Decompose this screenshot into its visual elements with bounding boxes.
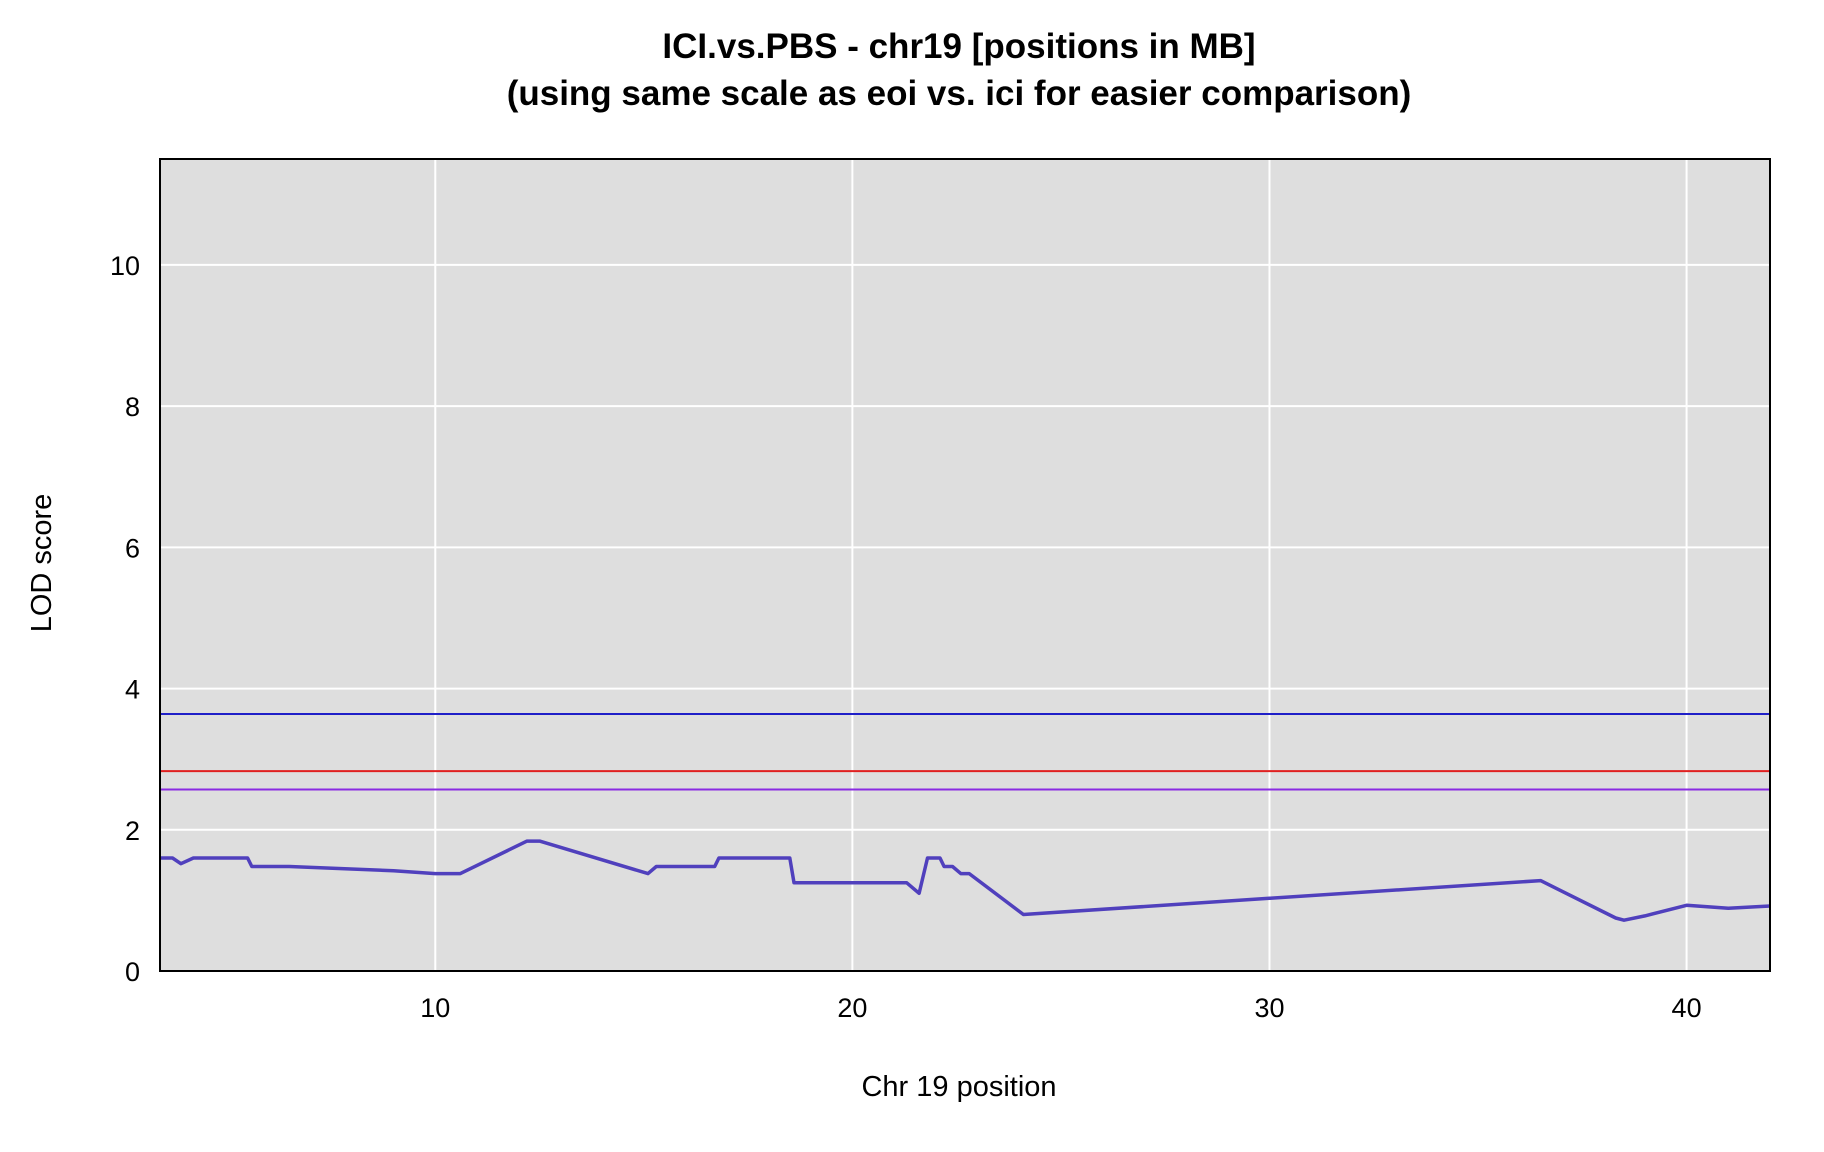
- series-lines: [160, 839, 1771, 922]
- series-line-0: [160, 839, 1771, 922]
- plot-area: [159, 158, 1771, 972]
- x-tick-label: 10: [420, 993, 450, 1023]
- chart-subtitle: (using same scale as eoi vs. ici for eas…: [507, 74, 1412, 113]
- y-tick-label: 8: [125, 392, 140, 422]
- plot-background: [160, 159, 1770, 971]
- y-tick-label: 2: [125, 816, 140, 846]
- threshold-lines: [160, 712, 1770, 791]
- y-axis: 0 2 4 6 8 10: [110, 251, 140, 987]
- x-tick-label: 20: [837, 993, 867, 1023]
- x-axis-label: Chr 19 position: [861, 1071, 1056, 1103]
- y-tick-label: 10: [110, 251, 140, 281]
- y-tick-label: 6: [125, 533, 140, 563]
- y-tick-label: 0: [125, 957, 140, 987]
- chart-title: ICI.vs.PBS - chr19 [positions in MB]: [662, 27, 1255, 66]
- y-tick-label: 4: [125, 675, 140, 705]
- plot-frame: [159, 158, 1771, 972]
- x-tick-label: 40: [1672, 993, 1702, 1023]
- x-tick-label: 30: [1254, 993, 1284, 1023]
- y-axis-label: LOD score: [26, 494, 58, 633]
- x-axis: 10 20 30 40: [420, 993, 1701, 1023]
